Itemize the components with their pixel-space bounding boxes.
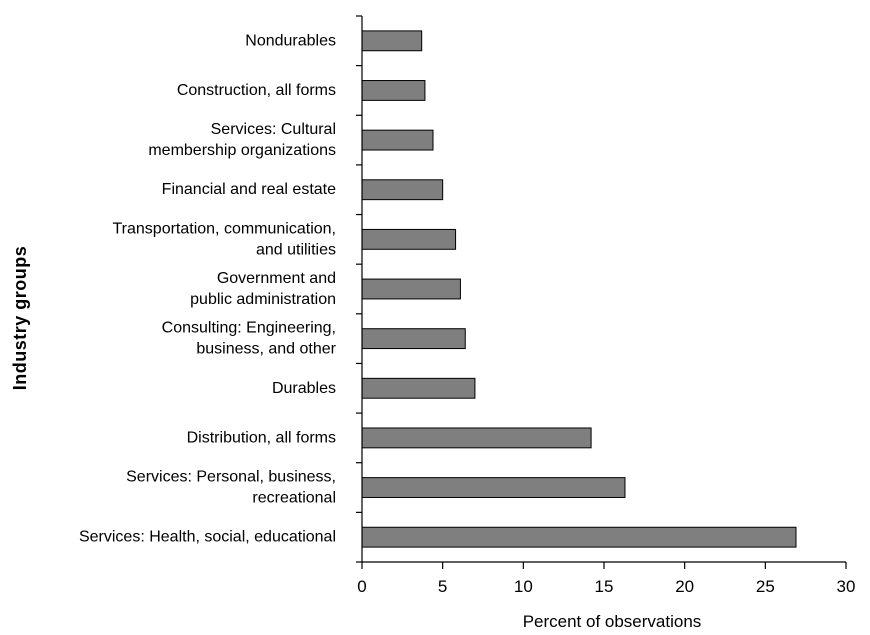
bar (361, 228, 457, 250)
x-tick-label: 30 (837, 577, 856, 596)
bar (361, 129, 434, 151)
x-tick-label: 20 (675, 577, 694, 596)
category-label: Services: Cultural membership organizatio… (148, 121, 336, 159)
category-label-line: public administration (190, 291, 336, 308)
bar (361, 278, 461, 300)
category-label: Consulting: Engineering, business, and ot… (162, 320, 337, 358)
category-label: Nondurables (245, 32, 336, 49)
category-label-line: business, and other (196, 341, 336, 358)
category-label-line: Services: Cultural (211, 121, 336, 138)
category-label-line: Construction, all forms (177, 82, 336, 99)
bar (361, 427, 592, 449)
category-label: Durables (272, 380, 336, 397)
category-label: Services: Health, social, educational (79, 529, 336, 546)
category-label-line: membership organizations (148, 142, 336, 159)
bar (361, 328, 466, 350)
category-label-line: Government and (217, 270, 336, 287)
y-axis (356, 15, 363, 563)
x-tick-label: 10 (514, 577, 533, 596)
category-label-line: Services: Personal, business, (126, 469, 336, 486)
category-label: Transportation, communication, and utilit… (112, 220, 336, 258)
bar (361, 80, 426, 101)
x-tick-label: 0 (357, 577, 366, 596)
category-label-line: and utilities (256, 241, 336, 258)
category-label-line: Consulting: Engineering, (162, 320, 336, 337)
category-label: Financial and real estate (162, 181, 336, 198)
category-label-line: Services: Health, social, educational (79, 529, 336, 546)
bar (361, 179, 444, 201)
category-label: Construction, all forms (177, 82, 336, 99)
category-label-line: Transportation, communication, (112, 220, 336, 237)
category-label-line: Distribution, all forms (187, 429, 336, 446)
x-tick-label: 5 (438, 577, 447, 596)
category-label-line: recreational (252, 490, 336, 507)
bar (361, 30, 423, 52)
x-axis-title: Percent of observations (523, 612, 702, 631)
y-axis-title: Industry groups (10, 246, 30, 391)
bar (361, 377, 476, 399)
bars-group (361, 30, 797, 548)
category-label-line: Nondurables (245, 32, 336, 49)
category-label: Services: Personal, business, recreationa… (126, 469, 336, 507)
category-label: Distribution, all forms (187, 429, 336, 446)
bar (361, 526, 797, 548)
x-tick-label: 25 (756, 577, 775, 596)
bar (361, 477, 626, 498)
category-label-line: Durables (272, 380, 336, 397)
category-label-line: Financial and real estate (162, 181, 336, 198)
category-labels-group: Nondurables Construction, all forms Servic… (79, 32, 337, 545)
x-axis: 0 5 10 15 20 25 30 (357, 561, 856, 596)
category-label: Government and public administration (190, 270, 336, 308)
x-tick-label: 15 (595, 577, 614, 596)
